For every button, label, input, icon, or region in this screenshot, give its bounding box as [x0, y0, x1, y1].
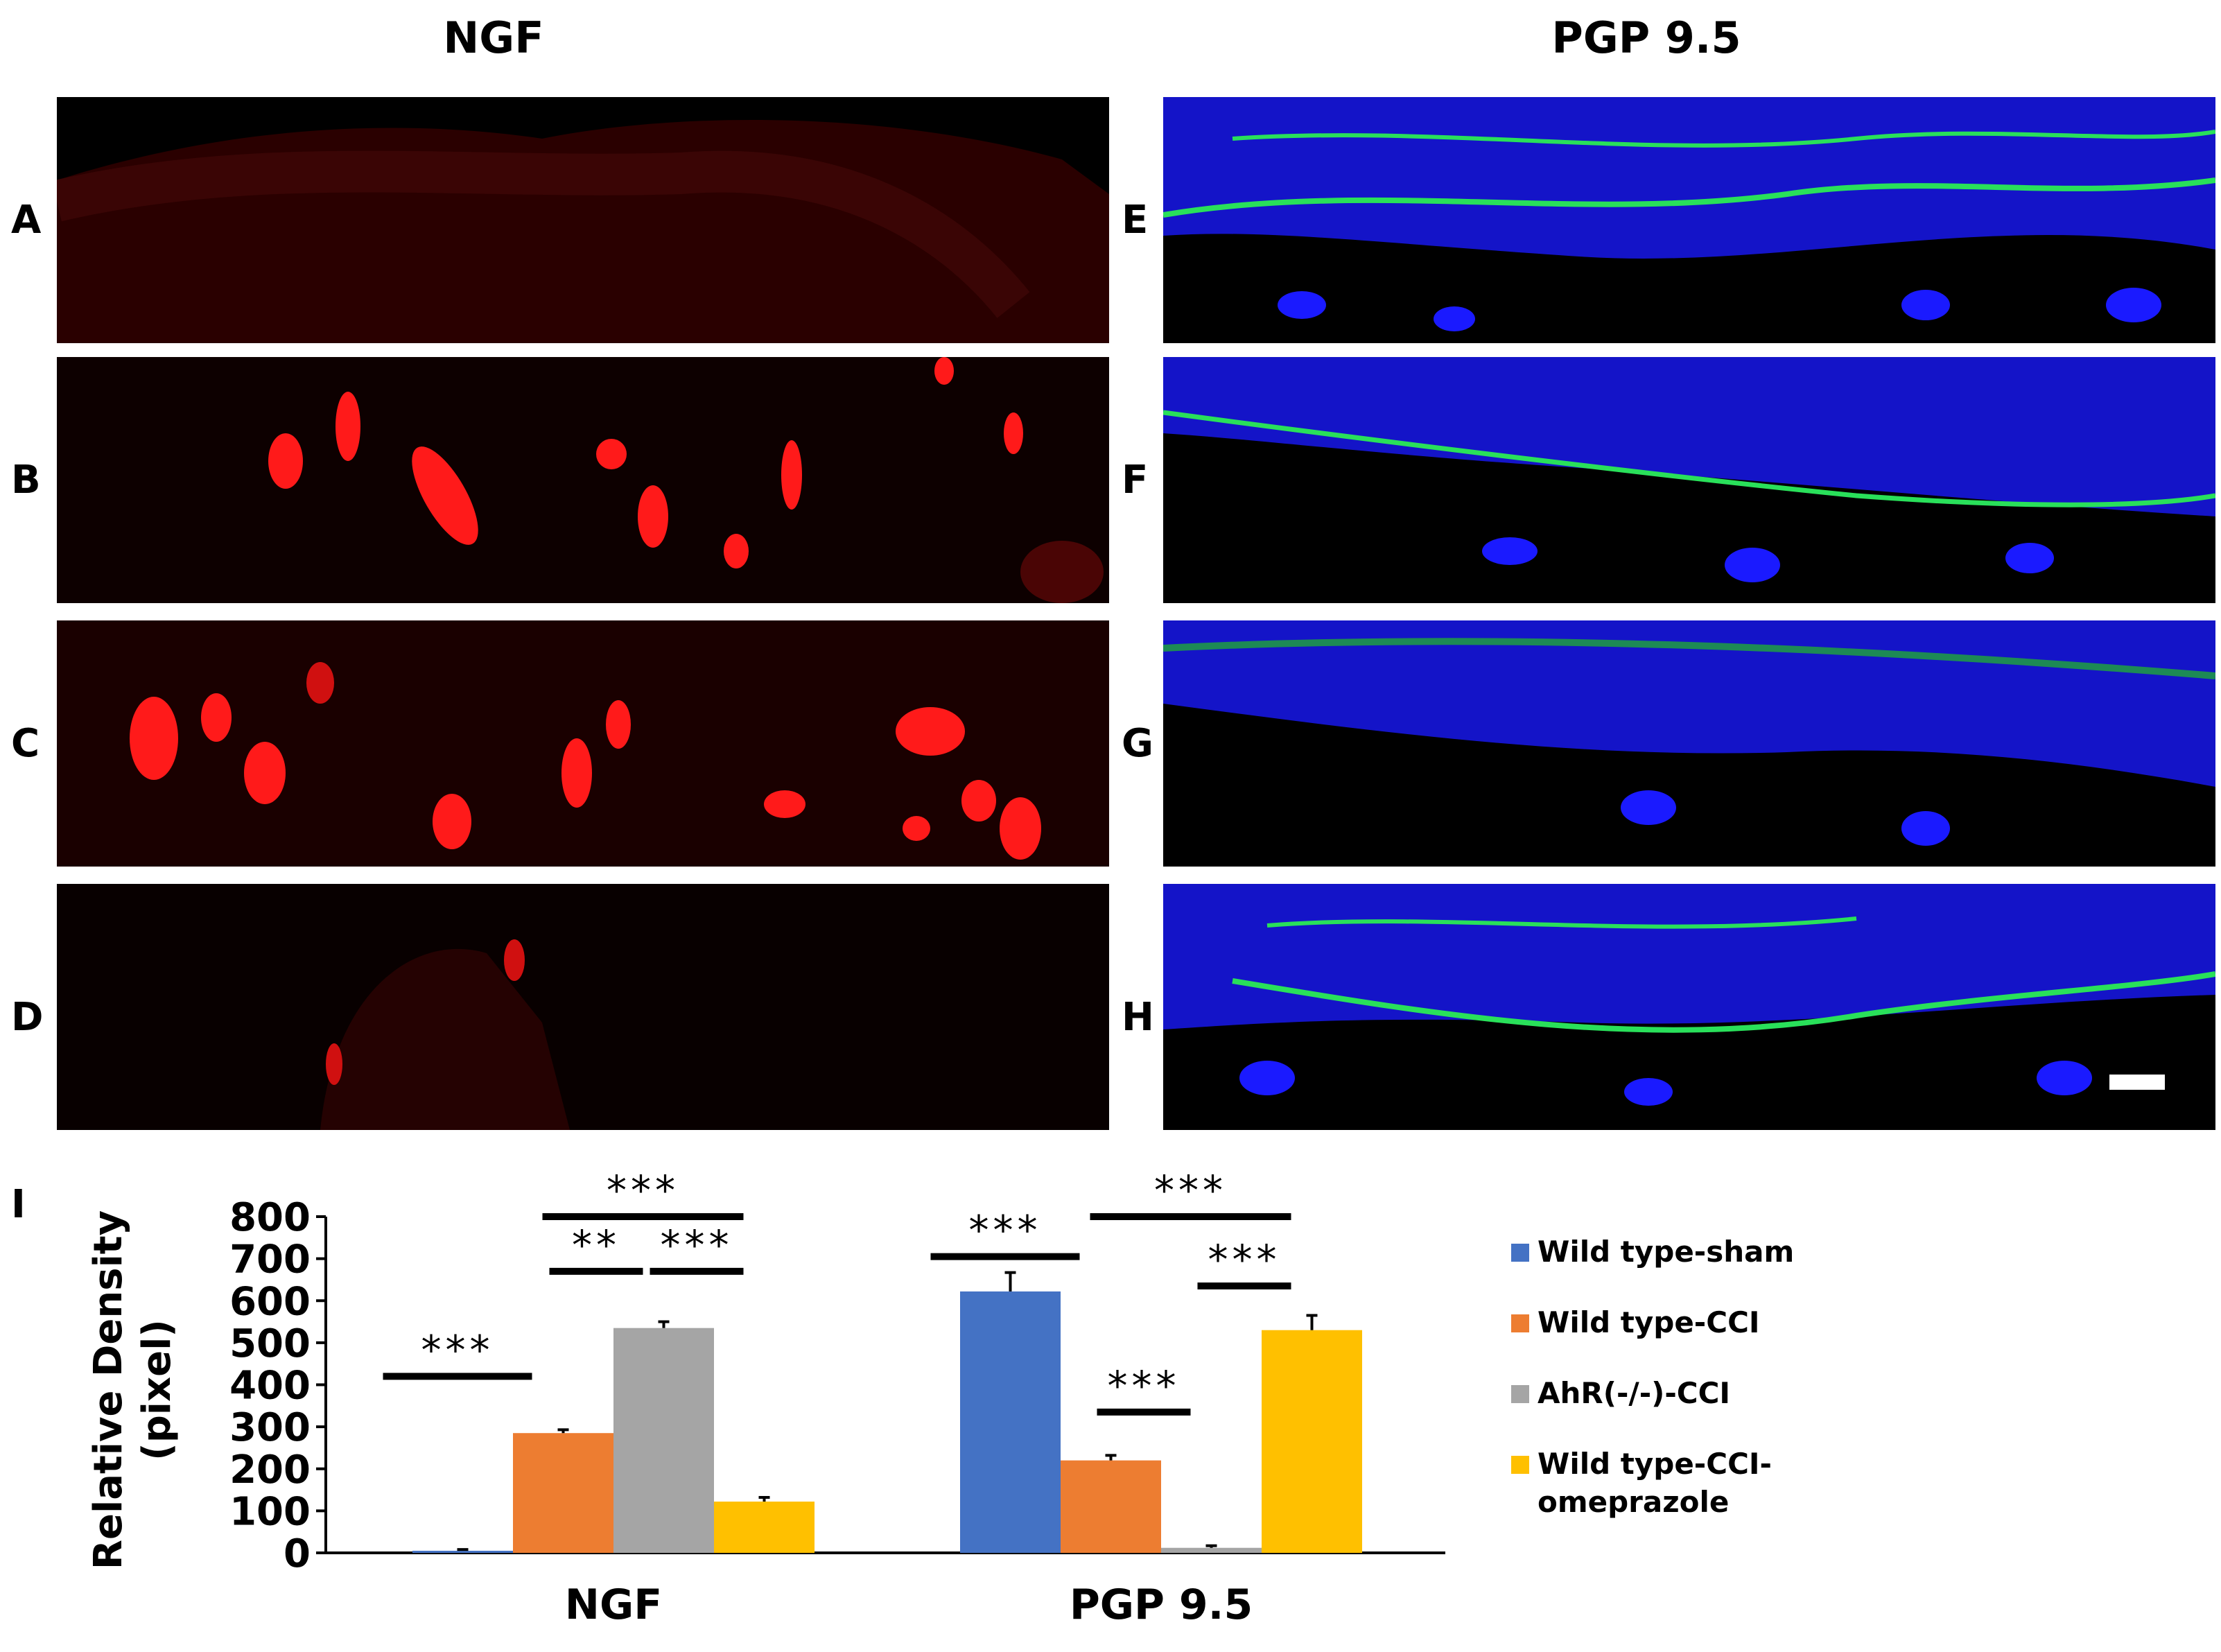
y-tick-label: 400: [229, 1364, 311, 1409]
significance-label: **: [572, 1221, 620, 1269]
y-tick-label: 700: [229, 1237, 311, 1283]
panel-letter-f: F: [1122, 458, 1149, 503]
bar-pgp-9-5-series-1: [960, 1291, 1061, 1553]
x-category-label: NGF: [565, 1581, 662, 1629]
panel-letter-a: A: [11, 198, 42, 243]
panel-letter-g: G: [1122, 721, 1153, 766]
y-tick-label: 200: [229, 1447, 311, 1493]
legend-entry: AhR(-/-)-CCI: [1538, 1376, 1730, 1410]
y-tick-label: 500: [229, 1321, 311, 1366]
ngf-micrograph-b: [57, 357, 1109, 603]
y-axis-label-line: (pixel): [134, 1319, 180, 1461]
bar-pgp-9-5-series-4: [1262, 1330, 1362, 1553]
legend-swatch: [1511, 1456, 1529, 1474]
pgp-column-title: PGP 9.5: [1551, 12, 1741, 63]
significance-label: ***: [1108, 1362, 1181, 1409]
relative-density-bar-chart: Relative Density(pixel) 80070060050040030…: [86, 1167, 1794, 1629]
pgp-micrograph-g: [1163, 620, 2215, 867]
x-category-label: PGP 9.5: [1070, 1581, 1253, 1629]
significance-label: ***: [1208, 1236, 1281, 1283]
pgp-micrograph-e: [1163, 97, 2215, 343]
legend-swatch: [1511, 1385, 1529, 1403]
ngf-micrograph-c: [57, 620, 1109, 867]
legend-entry-line: Wild type-sham: [1538, 1235, 1794, 1269]
y-tick-label: 600: [229, 1279, 311, 1324]
y-axis-label: Relative Density(pixel): [86, 1210, 180, 1570]
panel-letter-e: E: [1122, 198, 1149, 243]
pgp-micrograph-h: [1163, 884, 2215, 1130]
y-tick-label: 800: [229, 1195, 311, 1240]
significance-label: ***: [661, 1221, 733, 1269]
legend-entry-line: Wild type-CCI: [1538, 1305, 1760, 1339]
legend-entry: Wild type-CCI: [1538, 1305, 1760, 1339]
significance-label: ***: [421, 1326, 494, 1373]
bar-pgp-9-5-series-2: [1061, 1460, 1161, 1553]
panel-letter-d: D: [11, 995, 44, 1040]
legend-swatch: [1511, 1314, 1529, 1332]
significance-label: ***: [607, 1167, 679, 1214]
ngf-micrograph-d: [57, 884, 1109, 1130]
panel-letter-c: C: [11, 721, 40, 766]
bar-ngf-series-3: [613, 1328, 714, 1553]
legend-entry: Wild type-sham: [1538, 1235, 1794, 1269]
bar-ngf-series-4: [714, 1502, 815, 1553]
panel-letter-i: I: [11, 1182, 26, 1227]
pgp-micrograph-f: [1163, 357, 2215, 603]
bar-ngf-series-1: [412, 1550, 513, 1553]
legend-entry-line: omeprazole: [1538, 1485, 1729, 1519]
legend-entry-line: AhR(-/-)-CCI: [1538, 1376, 1730, 1410]
legend-entry: Wild type-CCI-omeprazole: [1538, 1447, 1772, 1519]
bar-ngf-series-2: [513, 1433, 613, 1553]
panel-letter-h: H: [1122, 995, 1154, 1040]
y-tick-label: 300: [229, 1405, 311, 1450]
bar-pgp-9-5-series-3: [1161, 1547, 1262, 1553]
ngf-micrograph-a: [57, 97, 1109, 343]
legend-entry-line: Wild type-CCI-: [1538, 1447, 1772, 1481]
significance-label: ***: [1154, 1167, 1227, 1214]
ngf-column-title: NGF: [443, 12, 544, 63]
y-axis-label-line: Relative Density: [86, 1210, 131, 1570]
panel-letter-b: B: [11, 458, 41, 503]
y-tick-label: 100: [229, 1489, 311, 1534]
significance-label: ***: [969, 1207, 1042, 1254]
y-tick-label: 0: [284, 1531, 311, 1576]
legend-swatch: [1511, 1244, 1529, 1262]
